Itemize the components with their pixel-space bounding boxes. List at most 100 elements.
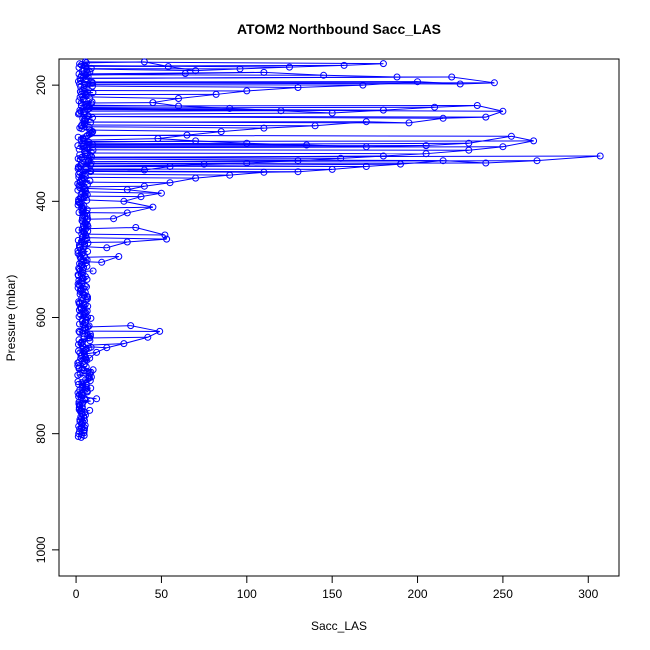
data-point <box>79 92 87 100</box>
data-point <box>98 258 106 266</box>
data-point <box>127 322 135 330</box>
data-point <box>260 68 268 76</box>
data-point <box>393 73 401 81</box>
series-line <box>85 160 538 163</box>
data-point <box>77 433 85 441</box>
series-line <box>85 61 145 64</box>
data-point <box>74 378 82 386</box>
data-point <box>166 163 174 170</box>
data-point <box>93 348 101 356</box>
series-line <box>468 135 512 144</box>
data-point <box>499 107 507 115</box>
data-point <box>120 197 128 205</box>
data-point <box>86 354 94 362</box>
series-line <box>383 153 427 157</box>
data-point <box>137 193 145 201</box>
series-line <box>280 110 333 114</box>
y-tick-label: 1000 <box>34 536 48 563</box>
series-line <box>85 343 124 346</box>
series-line <box>502 140 534 148</box>
series-line <box>289 64 345 68</box>
data-point <box>482 113 490 121</box>
data-point <box>149 203 157 211</box>
data-point <box>161 231 169 239</box>
series-line <box>297 168 333 173</box>
x-tick-label: 50 <box>155 587 169 601</box>
y-tick-label: 400 <box>34 191 48 211</box>
data-point <box>596 152 604 160</box>
series-line <box>86 104 478 107</box>
series-line <box>84 351 97 355</box>
data-point <box>89 267 97 275</box>
data-point <box>294 84 302 91</box>
series-line <box>81 74 324 76</box>
data-point <box>164 63 172 71</box>
data-point <box>286 63 293 71</box>
data-point <box>456 80 464 88</box>
data-point <box>507 132 515 140</box>
series-line <box>362 81 418 86</box>
data-point <box>89 89 97 97</box>
series-line <box>434 104 478 108</box>
data-point <box>89 366 97 374</box>
series-line <box>79 345 107 349</box>
series-line <box>123 200 154 208</box>
data-point <box>277 107 285 115</box>
data-point <box>379 152 387 160</box>
series-line <box>135 226 165 236</box>
series-line <box>168 66 196 72</box>
data-point <box>103 244 111 252</box>
series-line <box>84 84 363 86</box>
data-point <box>439 114 447 122</box>
data-point <box>337 154 345 162</box>
data-point <box>140 58 148 66</box>
data-point <box>85 374 93 382</box>
series-line <box>82 155 601 158</box>
series-line <box>80 191 162 194</box>
data-point <box>226 104 234 112</box>
data-point <box>192 174 200 182</box>
data-point <box>140 166 148 174</box>
data-point <box>311 122 319 130</box>
series-line <box>169 177 196 184</box>
series-line <box>87 134 512 137</box>
data-point <box>87 148 95 156</box>
series-line <box>87 356 90 359</box>
series-line <box>81 409 90 412</box>
series-line <box>88 116 444 119</box>
x-tick-label: 200 <box>408 587 428 601</box>
data-point <box>260 124 268 132</box>
data-point <box>76 328 84 336</box>
data-point <box>83 181 91 189</box>
series-line <box>263 71 324 76</box>
data-point <box>103 344 111 352</box>
data-point <box>192 137 200 145</box>
series-line <box>84 68 196 72</box>
series-line <box>195 174 230 179</box>
series-line <box>83 181 170 184</box>
data-point <box>77 122 85 130</box>
series-line <box>127 189 162 194</box>
series-lines <box>79 61 601 429</box>
data-point <box>144 333 152 341</box>
data-point <box>76 290 84 298</box>
series-line <box>468 146 503 151</box>
data-point <box>156 327 164 335</box>
data-point <box>157 189 165 197</box>
series-line <box>113 212 128 220</box>
series-line <box>82 64 290 68</box>
data-point <box>115 253 123 260</box>
data-point <box>74 433 82 440</box>
data-point <box>200 160 208 168</box>
series-line <box>79 369 94 372</box>
data-point <box>379 60 387 68</box>
series-line <box>80 185 145 188</box>
series-line <box>157 138 196 142</box>
series-line <box>84 85 299 88</box>
series-line <box>83 237 167 240</box>
data-point <box>303 141 311 149</box>
series-line <box>185 71 264 75</box>
series-points <box>81 58 604 432</box>
series-line <box>426 149 469 155</box>
series-line <box>82 112 333 115</box>
